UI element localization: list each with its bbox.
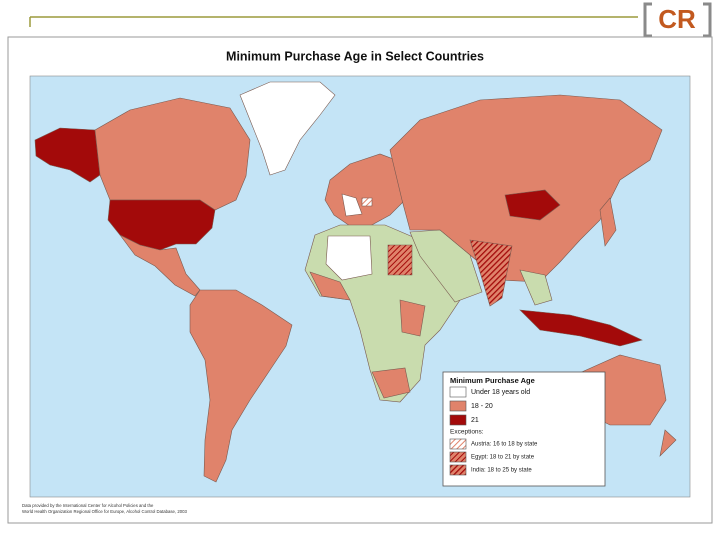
greenland [239,81,336,176]
egypt [387,244,413,276]
mongolia [504,189,561,221]
canada [94,97,251,211]
east-africa [399,299,426,337]
logo: CR [658,4,696,34]
southeast-asia [519,269,553,306]
japan [599,197,617,247]
south-africa [371,367,411,399]
countries [34,81,677,483]
asia [389,94,663,283]
legend-swatch [449,438,467,450]
austria [361,197,373,207]
logo-bracket [643,2,652,38]
logo-bracket [703,2,712,38]
new-zealand [659,429,677,457]
west-africa [309,271,351,301]
legend-label: India: 18 to 25 by state [471,468,532,474]
map-title: Minimum Purchase Age in Select Countries [226,49,484,63]
legend-label: Austria: 16 to 18 by state [471,442,538,448]
legend-swatch [449,464,467,476]
source-line: World Health Organization Regional Offic… [22,509,187,514]
exceptions-title: Exceptions: [450,429,484,436]
source-line: Data provided by the International Cente… [22,503,154,508]
legend-title: Minimum Purchase Age [450,376,535,385]
legend-swatch [449,400,467,412]
legend-swatch [449,414,467,426]
south-america [189,289,293,483]
legend-swatch [449,386,467,398]
north-africa-under-18 [325,235,373,281]
indonesia [519,309,643,347]
middle-east [409,229,483,303]
usa [107,199,216,251]
alaska [34,127,101,183]
india [469,239,513,307]
legend: Minimum Purchase Age Under 18 years old 1… [442,371,606,487]
europe-under-18 [341,193,363,217]
legend-label: 21 [471,417,479,424]
legend-box [442,371,606,487]
legend-label: Egypt: 18 to 21 by state [471,455,535,461]
legend-swatch [449,451,467,463]
legend-label: 18 - 20 [471,403,493,410]
legend-label: Under 18 years old [471,389,530,396]
